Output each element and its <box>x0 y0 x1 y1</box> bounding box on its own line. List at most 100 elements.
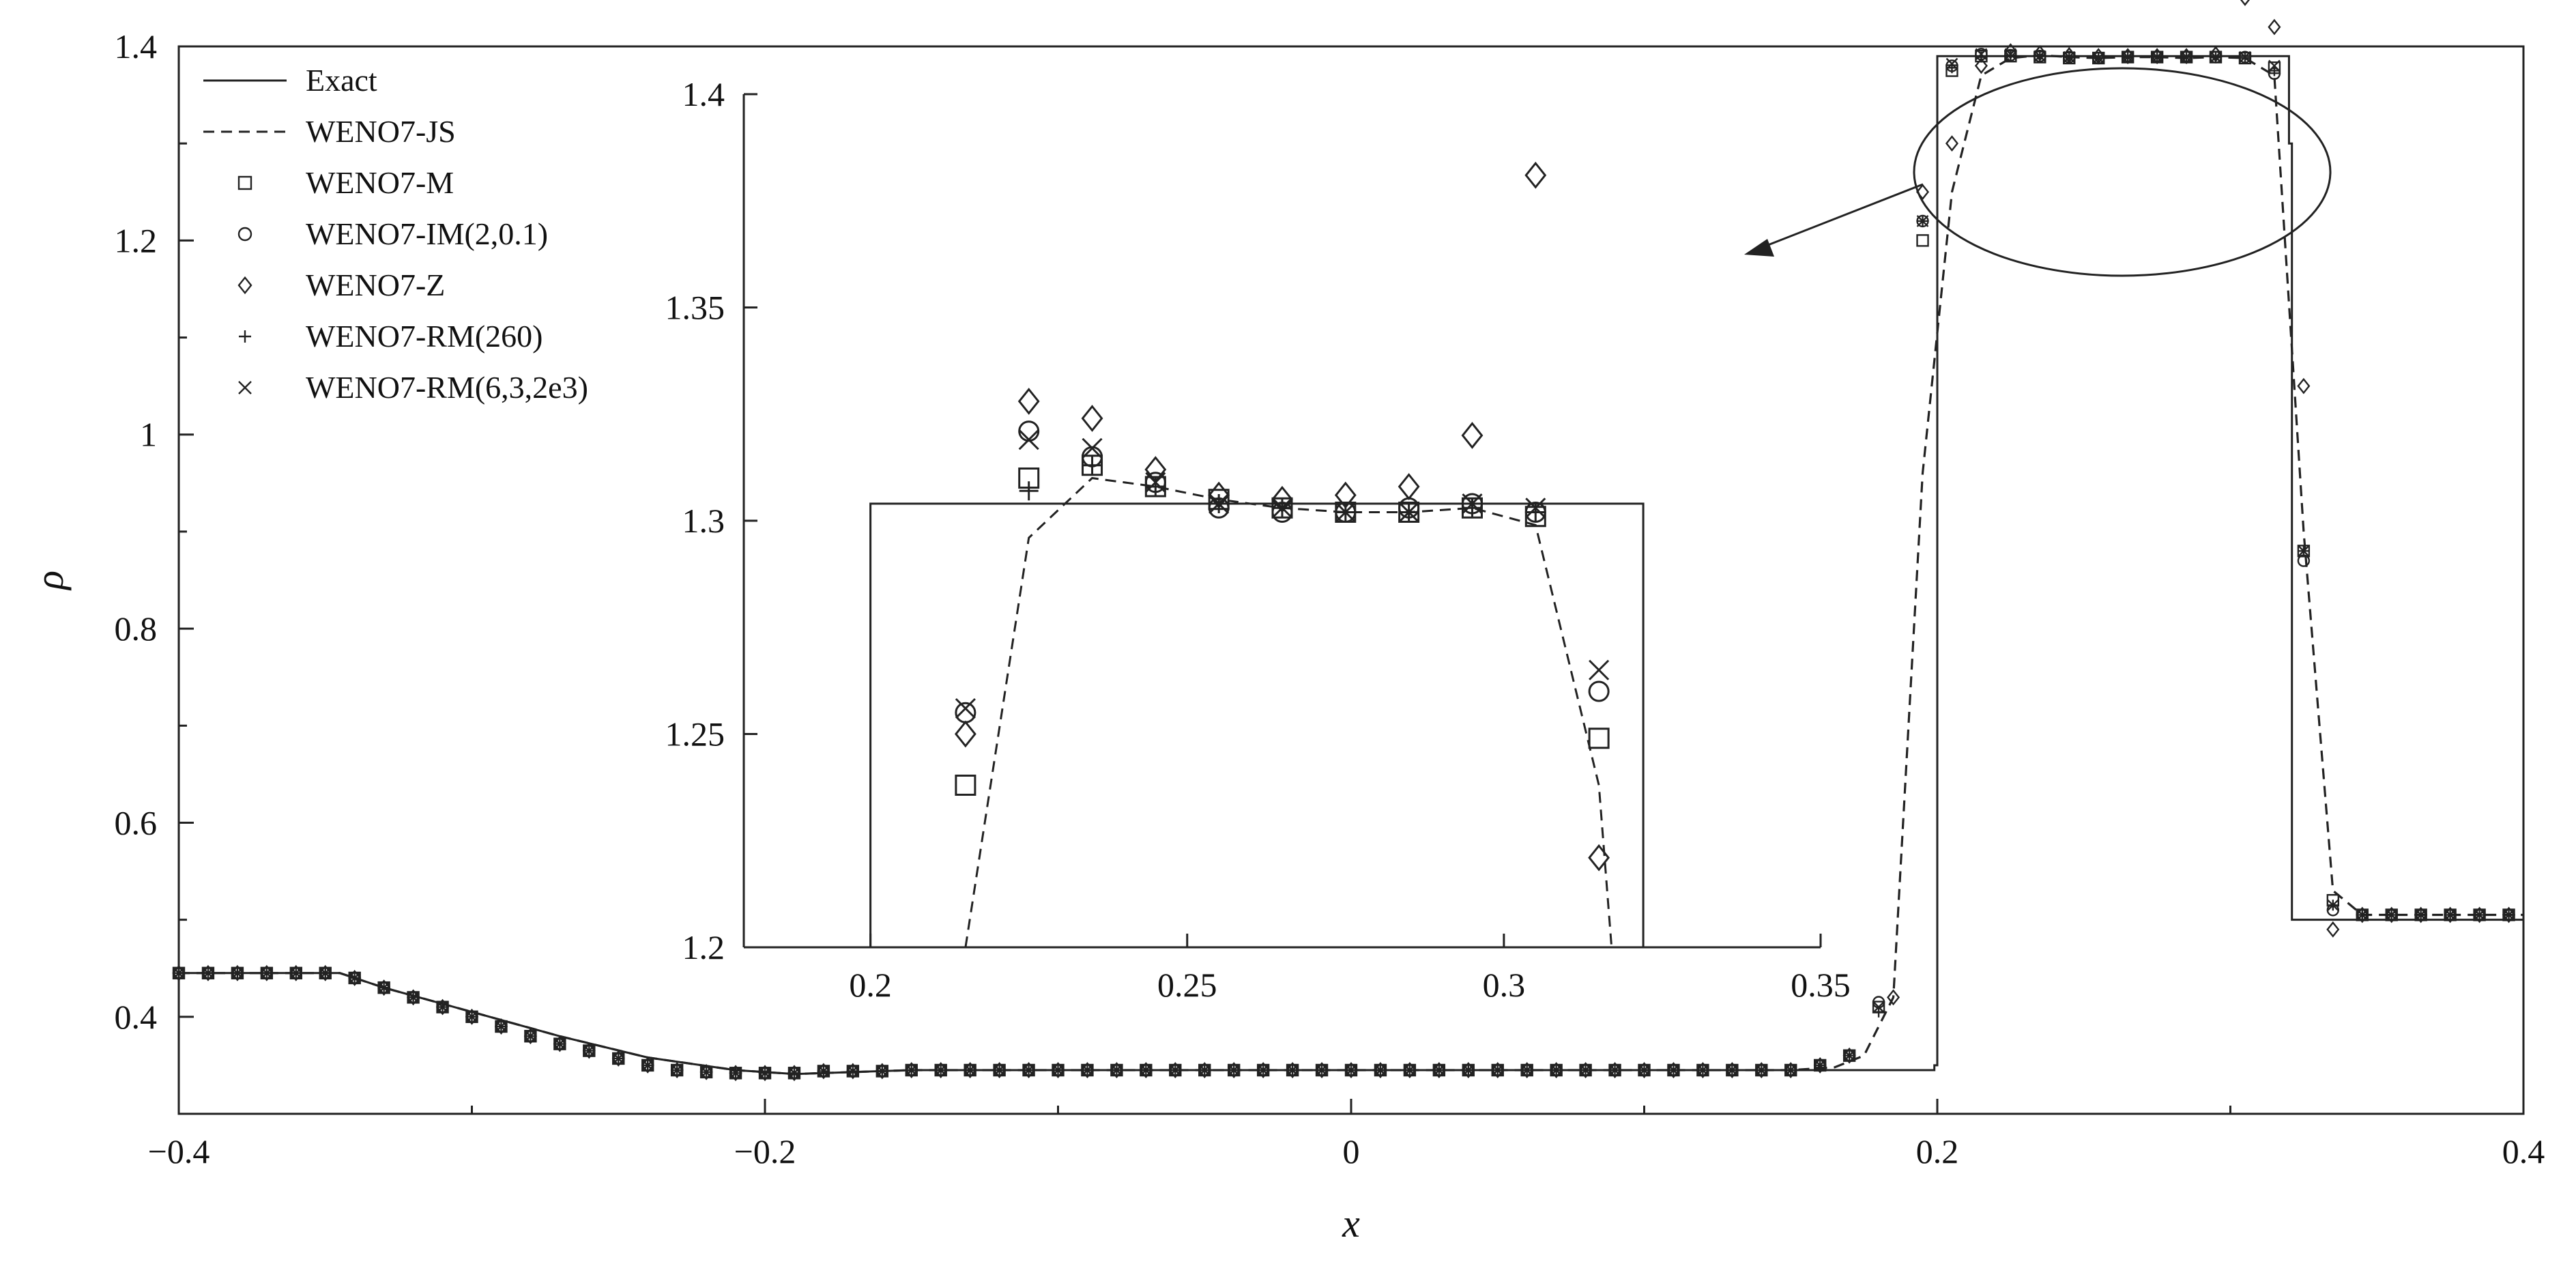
marker-weno7-rm-6-3-2e3 <box>964 1064 976 1076</box>
marker-weno7-z <box>1286 1062 1299 1078</box>
marker-weno7-rm-6-3-2e3 <box>1404 1064 1416 1076</box>
marker-weno7-rm-6-3-2e3 <box>905 1064 918 1076</box>
marker-weno7-z <box>670 1062 684 1078</box>
marker-weno7-z <box>231 964 244 981</box>
zoom-arrowhead <box>1744 239 1774 257</box>
legend-swatch-weno7-m <box>237 175 252 190</box>
inset-y-tick-label: 1.35 <box>665 289 725 327</box>
marker-weno7-rm-6-3-2e3 <box>612 1052 625 1065</box>
marker-weno7-rm-6-3-2e3 <box>671 1064 683 1076</box>
marker-weno7-z <box>2473 906 2487 923</box>
inset-series-line-weno7-js <box>964 476 1613 948</box>
marker-weno7-rm-6-3-2e3 <box>465 1010 478 1023</box>
marker-weno7-rm-6-3-2e3 <box>729 1067 742 1080</box>
marker-weno7-rm-6-3-2e3 <box>1872 1001 1885 1013</box>
marker-weno7-rm-6-3-2e3 <box>934 1064 947 1076</box>
y-tick-label: 1 <box>140 416 157 454</box>
marker-weno7-rm-6-3-2e3 <box>2502 908 2515 921</box>
marker-weno7-rm-6-3-2e3 <box>1608 1064 1621 1076</box>
marker-weno7-rm-6-3-2e3 <box>495 1020 508 1033</box>
inset-x-tick-label: 0.3 <box>1483 966 1526 1004</box>
marker-weno7-z <box>1256 1062 1270 1078</box>
inset-marker-weno7-rm-260 <box>1526 502 1546 522</box>
x-tick-label: −0.2 <box>734 1132 796 1170</box>
marker-weno7-z <box>1168 1062 1182 1078</box>
series-line-exact <box>179 55 2523 1076</box>
inset-marker-weno7-rm-6-3-2e3 <box>1082 437 1103 459</box>
marker-weno7-z <box>494 1018 508 1035</box>
marker-weno7-rm-6-3-2e3 <box>1345 1064 1357 1076</box>
marker-weno7-z <box>172 964 186 981</box>
inset-marker-weno7-rm-6-3-2e3 <box>1525 498 1546 519</box>
marker-weno7-rm-6-3-2e3 <box>1433 1064 1445 1076</box>
legend-label-weno7-js: WENO7-JS <box>306 114 456 149</box>
marker-weno7-rm-6-3-2e3 <box>1374 1064 1387 1076</box>
marker-weno7-rm-6-3-2e3 <box>553 1037 566 1050</box>
inset-y-tick-label: 1.3 <box>682 502 725 540</box>
marker-weno7-rm-6-3-2e3 <box>1081 1064 1094 1076</box>
marker-weno7-rm-6-3-2e3 <box>202 966 214 979</box>
marker-weno7-z <box>1462 1062 1475 1078</box>
marker-weno7-rm-6-3-2e3 <box>2063 51 2076 63</box>
marker-weno7-rm-6-3-2e3 <box>1286 1064 1299 1076</box>
zoom-arrow-line <box>1752 183 1924 253</box>
series-line-weno7-js <box>179 54 2523 1076</box>
legend-swatch-weno7-rm-6-3-2e3 <box>238 381 252 394</box>
marker-weno7-z <box>875 1063 889 1080</box>
marker-weno7-rm-6-3-2e3 <box>261 966 273 979</box>
marker-weno7-rm-6-3-2e3 <box>2092 52 2105 64</box>
inset-marker-weno7-rm-6-3-2e3 <box>1271 498 1293 519</box>
marker-weno7-rm-6-3-2e3 <box>524 1030 537 1043</box>
marker-weno7-z <box>348 970 362 986</box>
marker-weno7-z <box>1945 135 1959 152</box>
legend-swatch-weno7-im-2-0-1 <box>237 227 252 242</box>
marker-weno7-z <box>1696 1062 1709 1078</box>
marker-weno7-z <box>964 1062 977 1078</box>
marker-weno7-z <box>2414 906 2428 923</box>
marker-weno7-rm-6-3-2e3 <box>319 966 332 979</box>
marker-weno7-rm-6-3-2e3 <box>2473 908 2486 921</box>
marker-weno7-z <box>1198 1062 1211 1078</box>
marker-weno7-rm-6-3-2e3 <box>173 966 185 979</box>
marker-weno7-z <box>2326 921 2340 938</box>
marker-weno7-z <box>1520 1062 1534 1078</box>
y-tick-label: 1.2 <box>115 221 158 259</box>
marker-weno7-rm-6-3-2e3 <box>1726 1064 1739 1076</box>
legend-label-exact: Exact <box>306 63 377 98</box>
marker-weno7-rm-6-3-2e3 <box>1257 1064 1269 1076</box>
marker-weno7-z <box>319 964 332 981</box>
inset-marker-weno7-rm-6-3-2e3 <box>1335 502 1356 523</box>
legend-label-weno7-rm-260: WENO7-RM(260) <box>306 319 543 354</box>
marker-weno7-z <box>1110 1062 1123 1078</box>
inset-marker-weno7-im-2-0-1 <box>955 702 976 723</box>
marker-weno7-z <box>787 1065 801 1082</box>
marker-weno7-rm-6-3-2e3 <box>2414 908 2427 921</box>
marker-weno7-rm-6-3-2e3 <box>1696 1064 1709 1076</box>
marker-weno7-rm-6-3-2e3 <box>289 966 302 979</box>
marker-weno7-rm-6-3-2e3 <box>1022 1064 1035 1076</box>
zoom-ellipse <box>1913 67 2332 277</box>
marker-weno7-z <box>2240 0 2251 6</box>
marker-weno7-z <box>611 1050 625 1067</box>
marker-weno7-z <box>1344 1062 1358 1078</box>
marker-weno7-z <box>1887 989 1900 1006</box>
inset-y-tick-label: 1.25 <box>665 715 725 753</box>
marker-weno7-rm-6-3-2e3 <box>1198 1064 1211 1076</box>
marker-weno7-z <box>1725 1062 1739 1078</box>
plot-frame <box>177 45 2525 1115</box>
marker-weno7-z <box>2268 18 2281 35</box>
marker-weno7-rm-6-3-2e3 <box>1579 1064 1592 1076</box>
marker-weno7-rm-6-3-2e3 <box>2239 51 2251 63</box>
marker-weno7-rm-6-3-2e3 <box>2385 908 2398 921</box>
inset-marker-weno7-z <box>1081 405 1103 432</box>
inset-x-tick-label: 0.25 <box>1157 966 1217 1004</box>
marker-weno7-z <box>436 998 450 1016</box>
marker-weno7-z <box>260 964 274 981</box>
marker-weno7-rm-6-3-2e3 <box>407 991 420 1004</box>
legend-swatch-weno7-z <box>237 276 252 295</box>
marker-weno7-z <box>2502 906 2516 923</box>
marker-weno7-z <box>523 1028 537 1045</box>
inset-marker-weno7-im-2-0-1 <box>1588 680 1610 702</box>
inset-marker-weno7-rm-6-3-2e3 <box>1589 659 1610 680</box>
marker-weno7-rm-6-3-2e3 <box>1755 1064 1768 1076</box>
